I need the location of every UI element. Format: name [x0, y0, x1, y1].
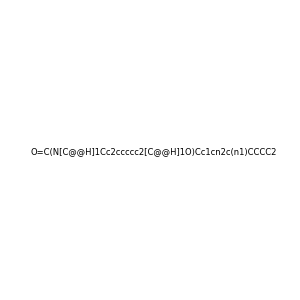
Text: O=C(N[C@@H]1Cc2ccccc2[C@@H]1O)Cc1cn2c(n1)CCCC2: O=C(N[C@@H]1Cc2ccccc2[C@@H]1O)Cc1cn2c(n1…: [31, 147, 277, 156]
